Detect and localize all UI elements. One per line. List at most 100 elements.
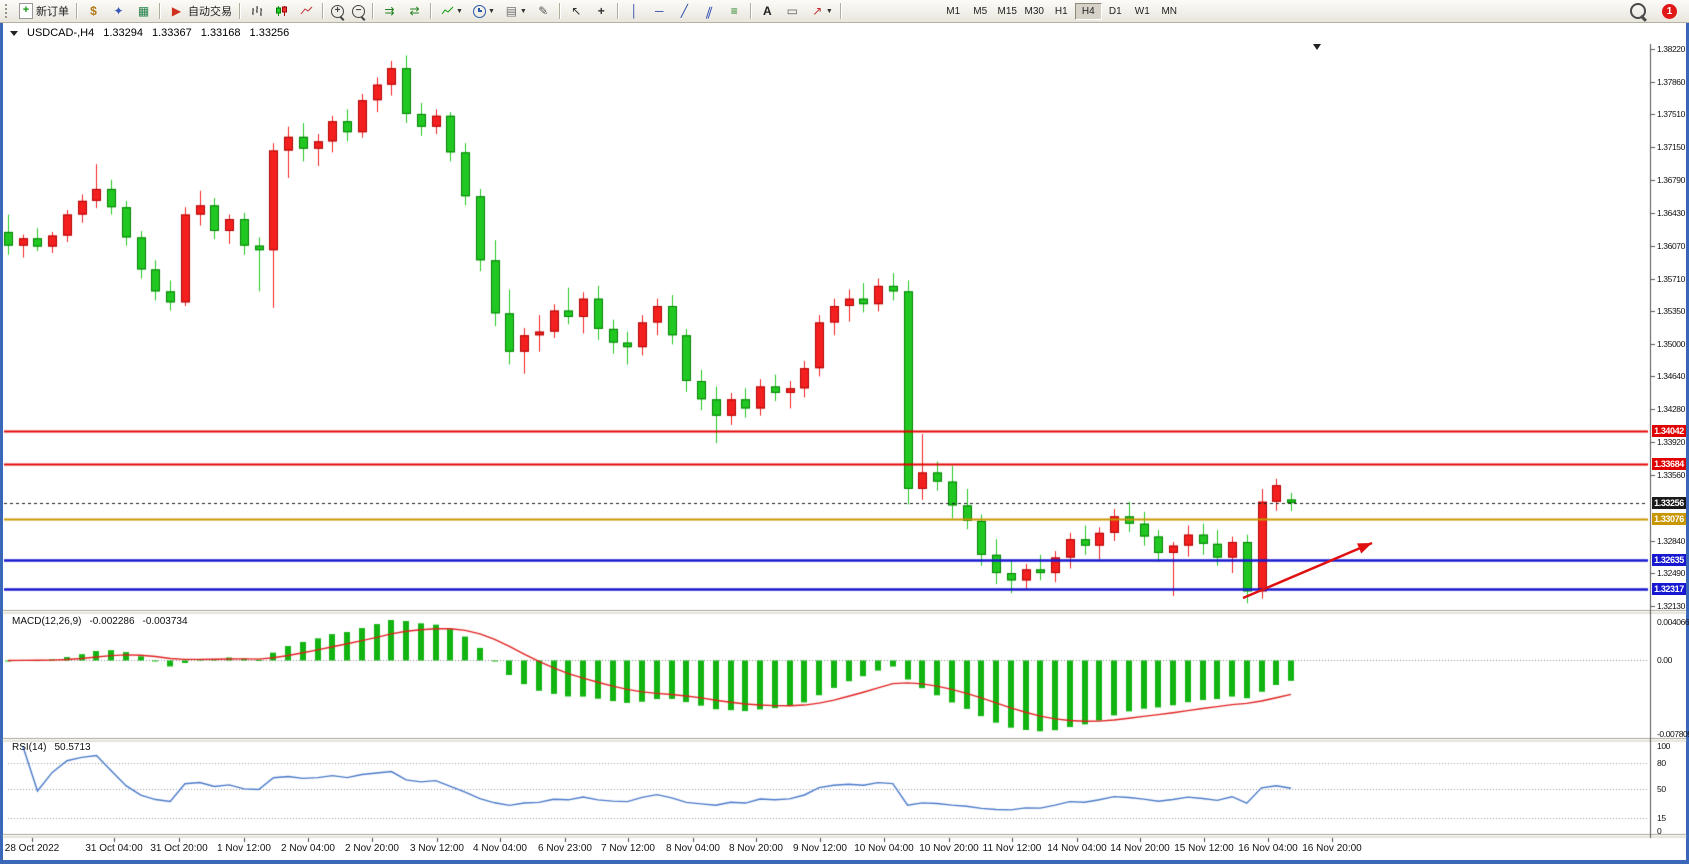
- timeframe-button-h1[interactable]: H1: [1048, 3, 1075, 20]
- terminal-icon: ▦: [137, 4, 150, 18]
- toolbar-grip[interactable]: [5, 4, 11, 18]
- auto-scroll-icon: ⇉: [384, 4, 395, 18]
- dropdown-caret-icon: ▼: [456, 7, 463, 15]
- trendline-button[interactable]: ╱: [672, 1, 697, 21]
- chart-high-value: 1.33367: [152, 27, 192, 39]
- toolbar-separator: [239, 3, 241, 19]
- auto-scroll-button[interactable]: ⇉: [377, 1, 402, 21]
- crosshair-icon: +: [597, 4, 605, 18]
- new-order-button[interactable]: + 新订单: [15, 1, 73, 21]
- chart-close-value: 1.33256: [249, 27, 290, 39]
- chart-properties-button[interactable]: ✎: [531, 1, 556, 21]
- zoom-in-icon: +: [331, 4, 344, 18]
- timeframe-button-w1[interactable]: W1: [1129, 3, 1156, 20]
- notification-badge[interactable]: 1: [1662, 3, 1677, 19]
- line-chart-icon: [298, 4, 315, 19]
- toolbar-separator: [372, 3, 374, 19]
- autotrading-icon: ▶: [171, 4, 182, 18]
- autotrading-button[interactable]: ▶ 自动交易: [164, 1, 236, 21]
- timeframe-button-d1[interactable]: D1: [1102, 3, 1129, 20]
- horizontal-line-icon: ─: [655, 4, 664, 18]
- navigator-icon: ✦: [113, 4, 124, 18]
- new-order-label: 新订单: [36, 6, 69, 18]
- periods-button[interactable]: ▼: [467, 1, 499, 21]
- periods-icon: [471, 4, 488, 19]
- search-icon: [1630, 3, 1646, 19]
- vertical-line-icon: │: [630, 4, 639, 18]
- fibonacci-button[interactable]: ≡: [722, 1, 747, 21]
- channel-button[interactable]: ∥: [697, 1, 722, 21]
- chart-menu-icon[interactable]: [10, 30, 18, 36]
- text-label-icon: ▭: [786, 4, 798, 18]
- chart-shift-icon: ⇄: [409, 4, 420, 18]
- text-icon: A: [762, 4, 772, 18]
- autotrading-label: 自动交易: [188, 6, 232, 18]
- chart-symbol-period: USDCAD-,H4: [27, 27, 95, 39]
- indicators-button[interactable]: ▼: [435, 1, 467, 21]
- timeframe-button-m1[interactable]: M1: [940, 3, 967, 20]
- chart-low-value: 1.33168: [200, 27, 241, 39]
- chart-shift-marker[interactable]: [1313, 44, 1321, 50]
- channel-icon: ∥: [704, 4, 715, 18]
- fibonacci-icon: ≡: [730, 4, 738, 18]
- toolbar-separator: [159, 3, 161, 19]
- macd-header: MACD(12,26,9) -0.002286 -0.003734: [12, 616, 188, 627]
- macd-label: MACD(12,26,9): [12, 616, 82, 627]
- indicators-icon: [439, 4, 456, 19]
- chart-shift-button[interactable]: ⇄: [402, 1, 427, 21]
- toolbar-separator: [558, 3, 561, 19]
- rsi-header: RSI(14) 50.5713: [12, 742, 91, 753]
- arrows-button[interactable]: ↗ ▼: [805, 1, 837, 21]
- timeframe-button-m15[interactable]: M15: [994, 3, 1021, 20]
- navigator-button[interactable]: ✦: [106, 1, 131, 21]
- chart-open-value: 1.33294: [103, 27, 143, 39]
- vertical-line-button[interactable]: │: [622, 1, 647, 21]
- toolbar-separator: [749, 3, 752, 19]
- candlestick-chart-icon: [273, 4, 290, 19]
- text-button[interactable]: A: [755, 1, 780, 21]
- bar-chart-icon: [248, 4, 265, 19]
- timeframe-group: M1 M5 M15 M30 H1 H4 D1 W1 MN: [940, 2, 1183, 20]
- zoom-out-button[interactable]: −: [348, 1, 369, 21]
- toolbar: + 新订单 $ ✦ ▦ ▶ 自动交易 + − ⇉: [0, 0, 1689, 23]
- bar-chart-button[interactable]: [244, 1, 269, 21]
- terminal-button[interactable]: ▦: [131, 1, 156, 21]
- toolbar-separator: [839, 3, 842, 19]
- rsi-value: 50.5713: [54, 742, 91, 753]
- cursor-button[interactable]: ↖: [564, 1, 589, 21]
- dropdown-caret-icon: ▼: [825, 7, 833, 15]
- macd-value: -0.002286: [89, 616, 135, 627]
- templates-icon: ▤: [505, 4, 518, 18]
- line-chart-button[interactable]: [294, 1, 319, 21]
- toolbar-right-cluster: 1: [1626, 1, 1685, 21]
- new-order-icon: +: [19, 3, 33, 19]
- market-watch-button[interactable]: $: [81, 1, 106, 21]
- zoom-in-button[interactable]: +: [327, 1, 348, 21]
- cursor-icon: ↖: [571, 4, 582, 18]
- dropdown-caret-icon: ▼: [519, 7, 527, 15]
- candlestick-chart-button[interactable]: [269, 1, 294, 21]
- toolbar-separator: [76, 3, 78, 19]
- crosshair-button[interactable]: +: [589, 1, 614, 21]
- toolbar-separator: [430, 3, 432, 19]
- templates-button[interactable]: ▤ ▼: [499, 1, 531, 21]
- arrow-object-icon: ↗: [812, 4, 823, 18]
- toolbar-separator: [616, 3, 619, 19]
- trendline-icon: ╱: [680, 4, 688, 18]
- chart-header: USDCAD-,H4 1.33294 1.33367 1.33168 1.332…: [10, 27, 289, 39]
- rsi-label: RSI(14): [12, 742, 47, 753]
- market-watch-icon: $: [90, 4, 97, 18]
- text-label-button[interactable]: ▭: [780, 1, 805, 21]
- pencil-icon: ✎: [538, 4, 549, 18]
- timeframe-button-mn[interactable]: MN: [1156, 3, 1183, 20]
- zoom-out-icon: −: [352, 4, 365, 18]
- timeframe-button-m5[interactable]: M5: [967, 3, 994, 20]
- timeframe-button-h4[interactable]: H4: [1074, 2, 1102, 20]
- toolbar-separator: [322, 3, 324, 19]
- timeframe-button-m30[interactable]: M30: [1021, 3, 1048, 20]
- horizontal-line-button[interactable]: ─: [647, 1, 672, 21]
- search-button[interactable]: [1626, 1, 1650, 21]
- dropdown-caret-icon: ▼: [487, 7, 495, 15]
- macd-signal-value: -0.003734: [142, 616, 188, 627]
